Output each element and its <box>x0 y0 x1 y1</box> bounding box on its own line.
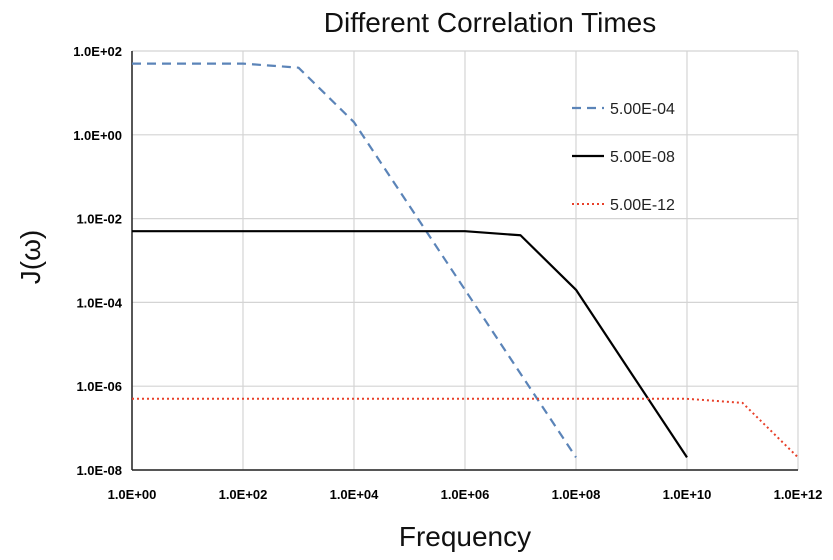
y-tick-label: 1.0E-08 <box>76 463 122 478</box>
x-axis-tick-labels: 1.0E+00 1.0E+02 1.0E+04 1.0E+06 1.0E+08 1.0E+… <box>108 487 823 502</box>
chart-title: Different Correlation Times <box>324 7 657 38</box>
legend-label-3: 5.00E-12 <box>610 197 675 214</box>
x-tick-label: 1.0E+06 <box>441 487 490 502</box>
series-line-3 <box>132 397 799 459</box>
x-axis-title: Frequency <box>399 521 531 552</box>
series-lines <box>132 62 799 459</box>
y-tick-label: 1.0E-04 <box>76 295 122 310</box>
x-tick-label: 1.0E+12 <box>774 487 823 502</box>
legend-label-1: 5.00E-04 <box>610 101 675 118</box>
series-line-2 <box>132 230 688 458</box>
y-tick-label: 1.0E+00 <box>73 128 122 143</box>
y-tick-label: 1.0E+02 <box>73 44 122 59</box>
axes <box>131 51 798 471</box>
x-tick-label: 1.0E+02 <box>219 487 268 502</box>
x-tick-label: 1.0E+08 <box>552 487 601 502</box>
legend-label-2: 5.00E-08 <box>610 149 675 166</box>
y-axis-tick-labels: 1.0E+02 1.0E+00 1.0E-02 1.0E-04 1.0E-06 1.0E-… <box>73 44 123 478</box>
x-tick-label: 1.0E+00 <box>108 487 157 502</box>
x-tick-label: 1.0E+10 <box>663 487 712 502</box>
y-axis-title: J(ω) <box>15 230 46 285</box>
series-line-1 <box>132 62 577 458</box>
y-tick-label: 1.0E-06 <box>76 379 122 394</box>
legend: 5.00E-04 5.00E-08 5.00E-12 <box>572 101 675 214</box>
x-tick-label: 1.0E+04 <box>330 487 380 502</box>
y-tick-label: 1.0E-02 <box>76 212 122 227</box>
